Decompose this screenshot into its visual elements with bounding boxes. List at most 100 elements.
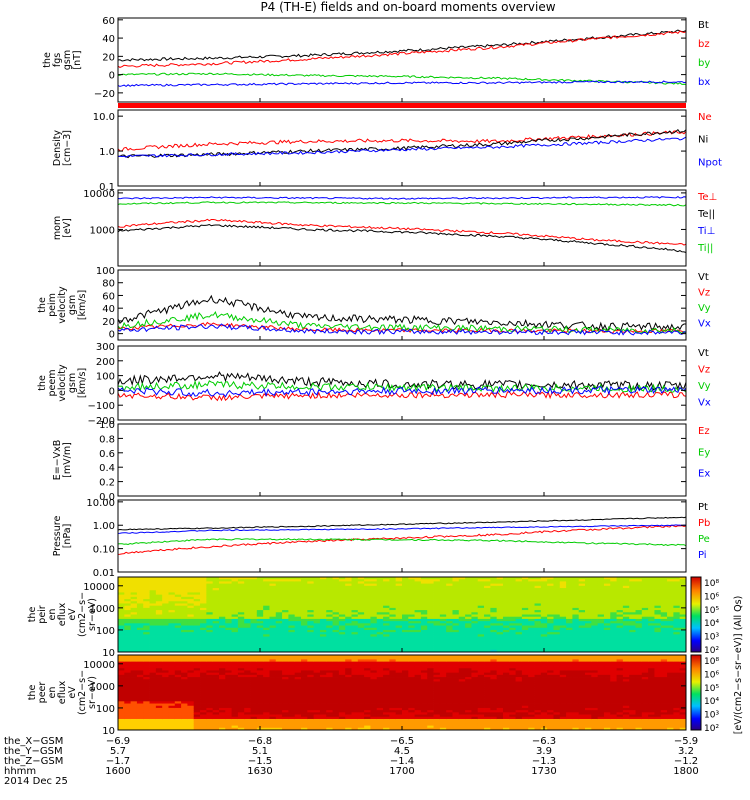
spectrogram-cell: [307, 616, 315, 620]
spectrogram-cell: [364, 603, 371, 607]
spectrogram-cell: [603, 579, 611, 582]
spectrogram-cell: [168, 683, 176, 687]
spectrogram-cell: [585, 616, 592, 620]
spectrogram-cell: [364, 627, 371, 631]
spectrogram-cell: [118, 657, 125, 660]
spectrogram-cell: [294, 661, 302, 665]
spectrogram-cell: [420, 577, 428, 580]
spectrogram-cell: [225, 657, 232, 660]
series-line-vz: [117, 390, 687, 402]
spectrogram-cell: [319, 629, 327, 633]
spectrogram-cell: [218, 636, 226, 640]
spectrogram-cell: [149, 583, 157, 587]
spectrogram-cell: [534, 629, 542, 633]
spectrogram-cell: [256, 701, 264, 704]
spectrogram-cell: [402, 681, 409, 685]
spectrogram-cell: [471, 585, 479, 589]
spectrogram-cell: [502, 634, 510, 637]
spectrogram-cell: [326, 692, 333, 696]
spectrogram-cell: [490, 599, 498, 602]
spectrogram-cell: [370, 599, 378, 602]
spectrogram-cell: [395, 588, 403, 591]
spectrogram-cell: [332, 616, 340, 620]
spectrogram-cell: [130, 618, 138, 622]
spectrogram-cell: [471, 610, 479, 613]
spectrogram-cell: [225, 645, 232, 648]
spectrogram-cell: [572, 601, 580, 604]
spectrogram-cell: [187, 649, 195, 653]
spectrogram-cell: [616, 618, 624, 622]
spectrogram-cell: [250, 692, 258, 696]
spectrogram-cell: [200, 727, 207, 731]
spectrogram-cell: [225, 707, 232, 711]
spectrogram-cell: [376, 668, 384, 671]
spectrogram-cell: [326, 621, 333, 624]
spectrogram-cell: [307, 627, 315, 631]
spectrogram-cell: [402, 577, 409, 580]
spectrogram-cell: [212, 618, 220, 622]
spectrogram-cell: [585, 594, 592, 598]
series-line-te: [117, 223, 687, 253]
spectrogram-cell: [364, 710, 371, 713]
spectrogram-cell: [282, 612, 289, 615]
spectrogram-cell: [591, 621, 599, 624]
spectrogram-cell: [364, 594, 371, 598]
spectrogram-cell: [200, 710, 207, 713]
spectrogram-cell: [193, 583, 201, 587]
spectrogram-cell: [237, 668, 245, 671]
spectrogram-cell: [256, 670, 264, 674]
spectrogram-cell: [383, 666, 390, 669]
spectrogram-cell: [629, 638, 636, 642]
spectrogram-cell: [136, 638, 144, 642]
spectrogram-cell: [414, 596, 422, 600]
spectrogram-cell: [174, 645, 182, 648]
spectrogram-cell: [660, 627, 668, 631]
spectrogram-cell: [345, 599, 352, 602]
spectrogram-cell: [130, 727, 138, 731]
spectrogram-cell: [218, 696, 226, 700]
spectrogram-cell: [585, 612, 592, 615]
panel-frame: [117, 423, 687, 497]
spectrogram-cell: [124, 701, 132, 704]
spectrogram-cell: [250, 677, 258, 680]
spectrogram-cell: [275, 699, 283, 702]
spectrogram-cell: [269, 585, 277, 589]
spectrogram-cell: [370, 721, 378, 724]
spectrogram-cell: [376, 659, 384, 663]
spectrogram-cell: [313, 670, 321, 674]
spectrogram-cell: [162, 716, 169, 720]
spectrogram-cell: [319, 610, 327, 613]
spectrogram-cell: [433, 607, 441, 611]
spectrogram-cell: [383, 634, 390, 637]
spectrogram-cell: [181, 703, 188, 707]
spectrogram-cell: [370, 612, 378, 615]
spectrogram-cell: [155, 612, 163, 615]
spectrogram-cell: [130, 621, 138, 624]
spectrogram-cell: [225, 683, 232, 687]
spectrogram-cell: [206, 657, 214, 660]
spectrogram-cell: [288, 636, 296, 640]
spectrogram-cell: [212, 645, 220, 648]
spectrogram-cell: [376, 610, 384, 613]
spectrogram-cell: [351, 643, 359, 646]
spectrogram-cell: [162, 577, 169, 580]
spectrogram-cell: [263, 629, 270, 633]
spectrogram-cell: [124, 677, 132, 680]
spectrogram-cell: [383, 681, 390, 685]
spectrogram-cell: [402, 638, 409, 642]
spectrogram-cell: [244, 627, 251, 631]
spectrogram-cell: [338, 621, 346, 624]
spectrogram-cell: [679, 605, 687, 609]
series-line-vy: [117, 311, 687, 334]
spectrogram-cell: [345, 705, 352, 709]
spectrogram-cell: [130, 616, 138, 620]
spectrogram-cell: [509, 579, 516, 582]
spectrogram-cell: [174, 672, 182, 676]
spectrogram-cell: [351, 625, 359, 629]
spectrogram-cell: [364, 605, 371, 609]
spectrogram-cell: [212, 727, 220, 731]
spectrogram-cell: [635, 605, 643, 609]
spectrogram-cell: [458, 603, 466, 607]
spectrogram-cell: [136, 688, 144, 691]
spectrogram-cell: [136, 601, 144, 604]
